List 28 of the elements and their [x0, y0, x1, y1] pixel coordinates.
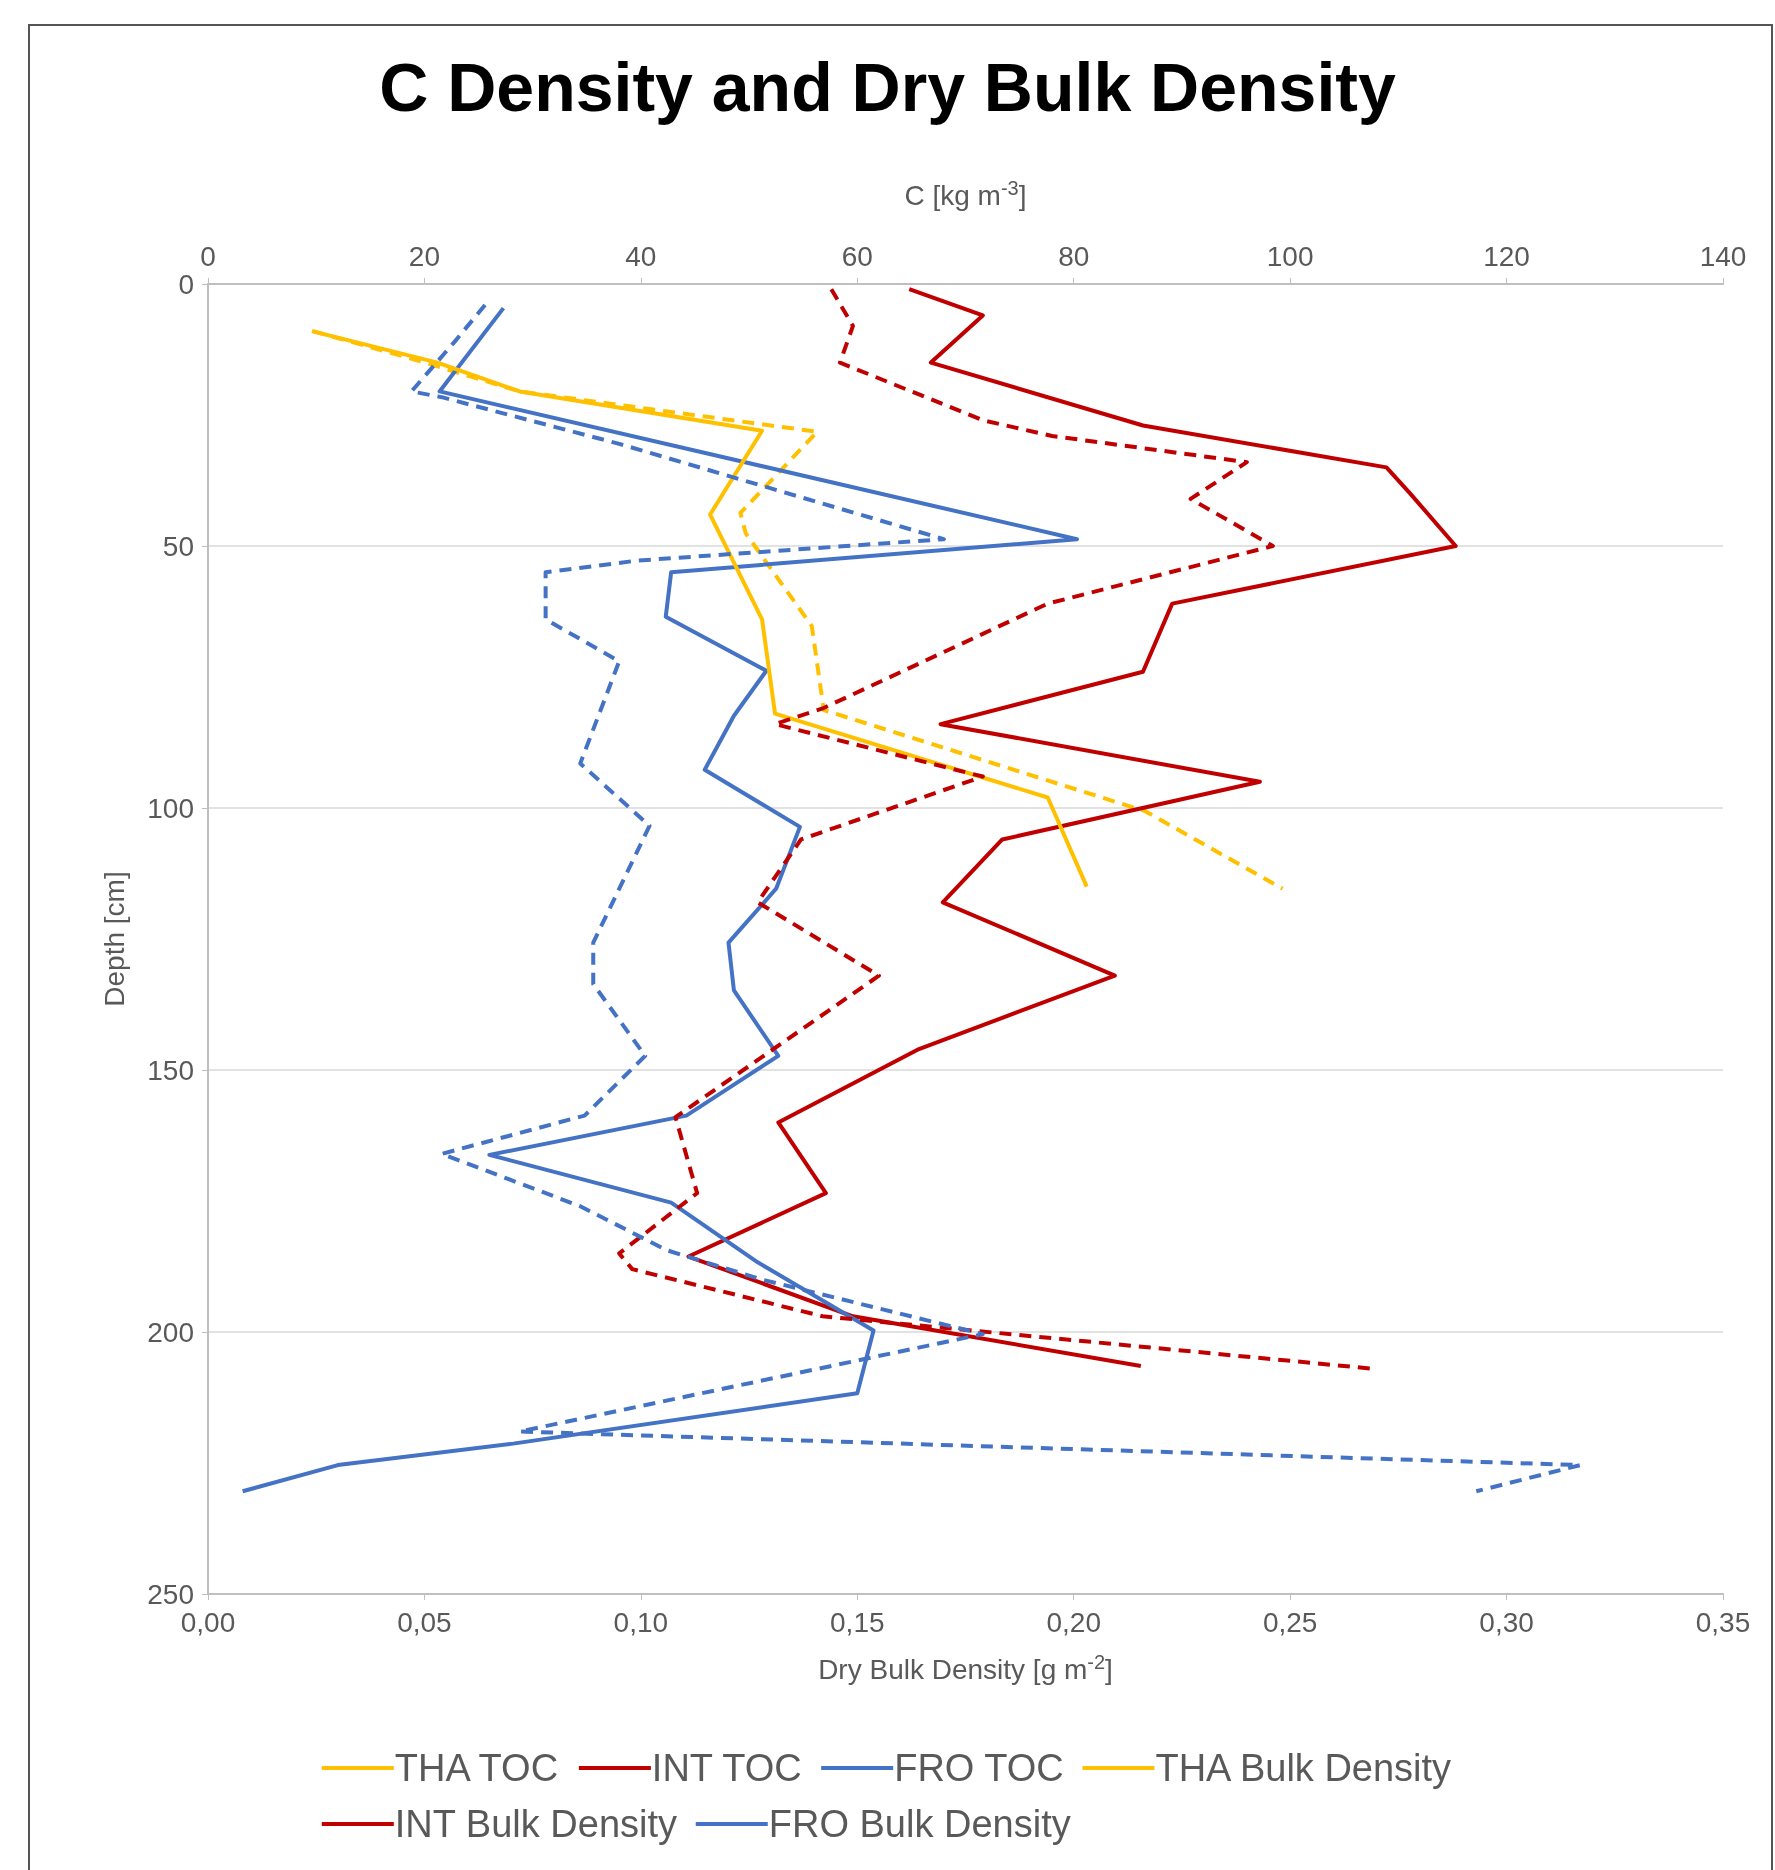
y-tick-label: 0	[178, 268, 194, 300]
legend-label: INT Bulk Density	[394, 1803, 678, 1845]
x-tick-label: 0,15	[830, 1606, 885, 1638]
legend-label: FRO TOC	[894, 1747, 1064, 1789]
x2-tick-label: 20	[408, 240, 441, 272]
y-tick-label: 100	[147, 792, 194, 824]
x2-tick-label: 0	[200, 240, 216, 272]
x2-tick-label: 140	[1699, 240, 1747, 272]
x-tick-label: 0,30	[1479, 1606, 1534, 1638]
legend-label: INT TOC	[651, 1747, 802, 1789]
x2-tick-label: 100	[1266, 240, 1314, 272]
x-tick-label: 0,35	[1695, 1606, 1751, 1638]
x2-tick-label: 80	[1058, 240, 1090, 272]
x-tick-label: 0,10	[613, 1606, 669, 1638]
legend-label: FRO Bulk Density	[768, 1803, 1071, 1845]
x-tick-label: 0,05	[397, 1606, 452, 1638]
y-tick-label: 150	[147, 1054, 194, 1086]
chart-title: C Density and Dry Bulk Density	[379, 49, 1396, 125]
x-tick-label: 0,20	[1046, 1606, 1101, 1638]
x2-tick-label: 120	[1483, 240, 1530, 272]
x2-tick-label: 60	[841, 240, 873, 272]
y-tick-label: 50	[162, 530, 194, 562]
y-axis-title: Depth [cm]	[98, 871, 130, 1007]
x2-tick-label: 40	[625, 240, 657, 272]
x-tick-label: 0,25	[1262, 1606, 1318, 1638]
legend-label: THA Bulk Density	[1155, 1747, 1452, 1789]
y-tick-label: 200	[147, 1316, 194, 1348]
legend-label: THA TOC	[394, 1747, 559, 1789]
